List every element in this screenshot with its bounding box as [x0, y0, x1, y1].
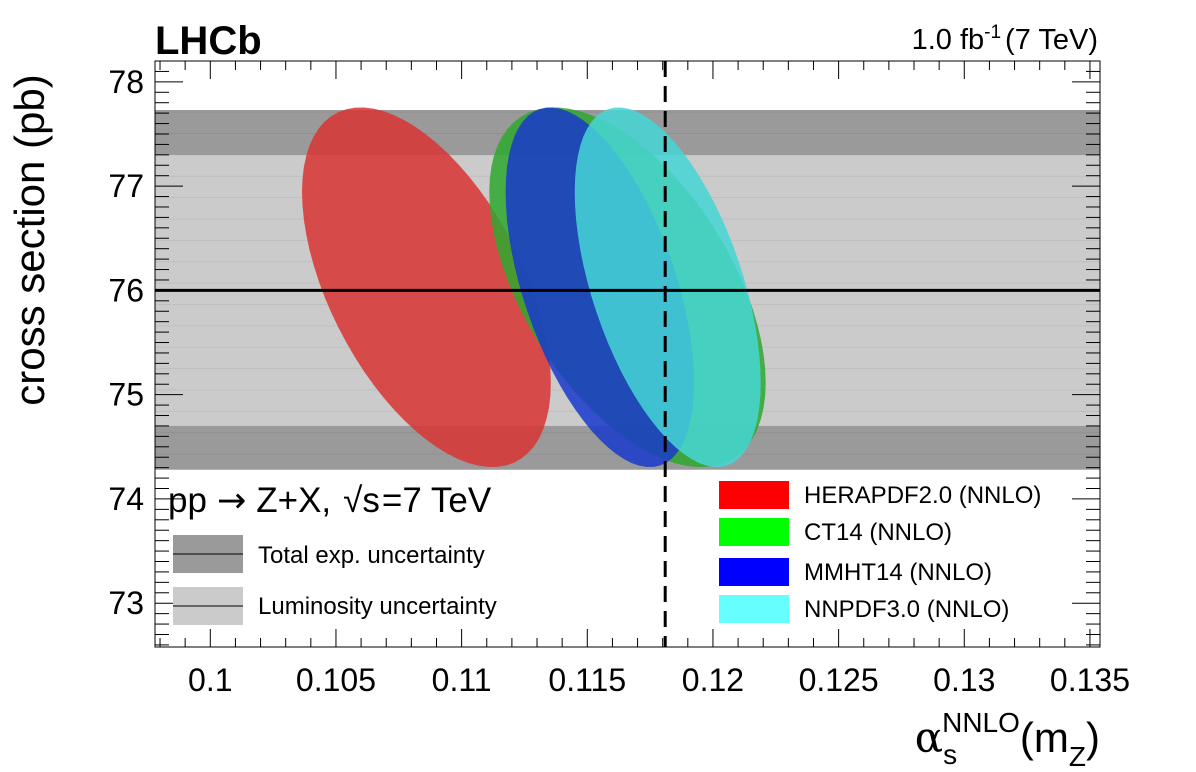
x-axis-ticks: 0.1 0.105 0.11 0.115 0.12 0.125 0.13 0.135 [159, 61, 1130, 698]
y-tick-label: 77 [108, 168, 144, 204]
luminosity-value: 1.0 fb [912, 24, 985, 56]
alpha-subscript: s [943, 739, 957, 770]
y-tick-label: 74 [108, 481, 144, 517]
process-arrow: → [217, 481, 246, 521]
alpha-superscript: NNLO [942, 707, 1020, 738]
x-axis-title-arg: (m [1020, 714, 1069, 761]
legend-swatch-herapdf [719, 481, 789, 509]
x-tick-label: 0.105 [296, 662, 376, 698]
legend-label-ct14: CT14 (NNLO) [804, 519, 952, 546]
legend-label-luminosity: Luminosity uncertainty [258, 593, 497, 620]
pdf-ellipses [302, 107, 766, 467]
x-tick-label: 0.12 [682, 662, 744, 698]
process-sqrt-s: √s [343, 481, 380, 520]
legend-swatch-mmht14 [719, 558, 789, 586]
x-tick-label: 0.1 [188, 662, 232, 698]
legend-swatch-ct14 [719, 518, 789, 546]
luminosity-exponent: -1 [984, 22, 1001, 43]
process-label: pp → Z+X, √s=7 TeV [168, 481, 492, 521]
legend-label-total-exp: Total exp. uncertainty [258, 542, 485, 569]
x-axis-title: αsNNLO(mZ) [915, 707, 1100, 772]
process-pp: pp [168, 481, 207, 520]
legend-swatch-nnpdf [719, 595, 789, 623]
y-tick-label: 73 [108, 585, 144, 621]
y-axis-ticks: 73 74 75 76 77 78 [108, 60, 1100, 646]
process-final-state: Z+X, [256, 481, 331, 520]
x-tick-label: 0.13 [933, 662, 995, 698]
y-tick-label: 75 [108, 377, 144, 413]
y-tick-label: 78 [108, 64, 144, 100]
luminosity-label: 1.0 fb-1 (7 TeV) [912, 22, 1098, 56]
ellipse-nnpdf [574, 107, 761, 467]
luminosity-energy: (7 TeV) [1005, 24, 1098, 56]
process-energy: =7 TeV [382, 481, 492, 520]
x-tick-label: 0.11 [432, 662, 492, 698]
x-axis-title-close: ) [1086, 714, 1100, 761]
plot-area [155, 61, 1100, 647]
x-tick-label: 0.125 [799, 662, 879, 698]
legend-label-herapdf: HERAPDF2.0 (NNLO) [804, 482, 1041, 509]
y-axis-title: cross section (pb) [6, 74, 53, 405]
uncertainty-legend: Total exp. uncertainty Luminosity uncert… [173, 535, 497, 625]
legend-label-mmht14: MMHT14 (NNLO) [804, 559, 992, 586]
experiment-label: LHCb [155, 19, 262, 63]
alpha-symbol: α [915, 713, 943, 762]
x-axis-title-z: Z [1069, 741, 1086, 772]
y-tick-label: 76 [108, 272, 144, 308]
x-tick-label: 0.135 [1050, 662, 1130, 698]
plot-frame [154, 60, 1101, 648]
pdf-legend: HERAPDF2.0 (NNLO) CT14 (NNLO) MMHT14 (NN… [719, 481, 1041, 623]
x-tick-label: 0.115 [548, 662, 626, 698]
ellipse-herapdf [302, 107, 551, 467]
legend-label-nnpdf: NNPDF3.0 (NNLO) [804, 596, 1009, 623]
